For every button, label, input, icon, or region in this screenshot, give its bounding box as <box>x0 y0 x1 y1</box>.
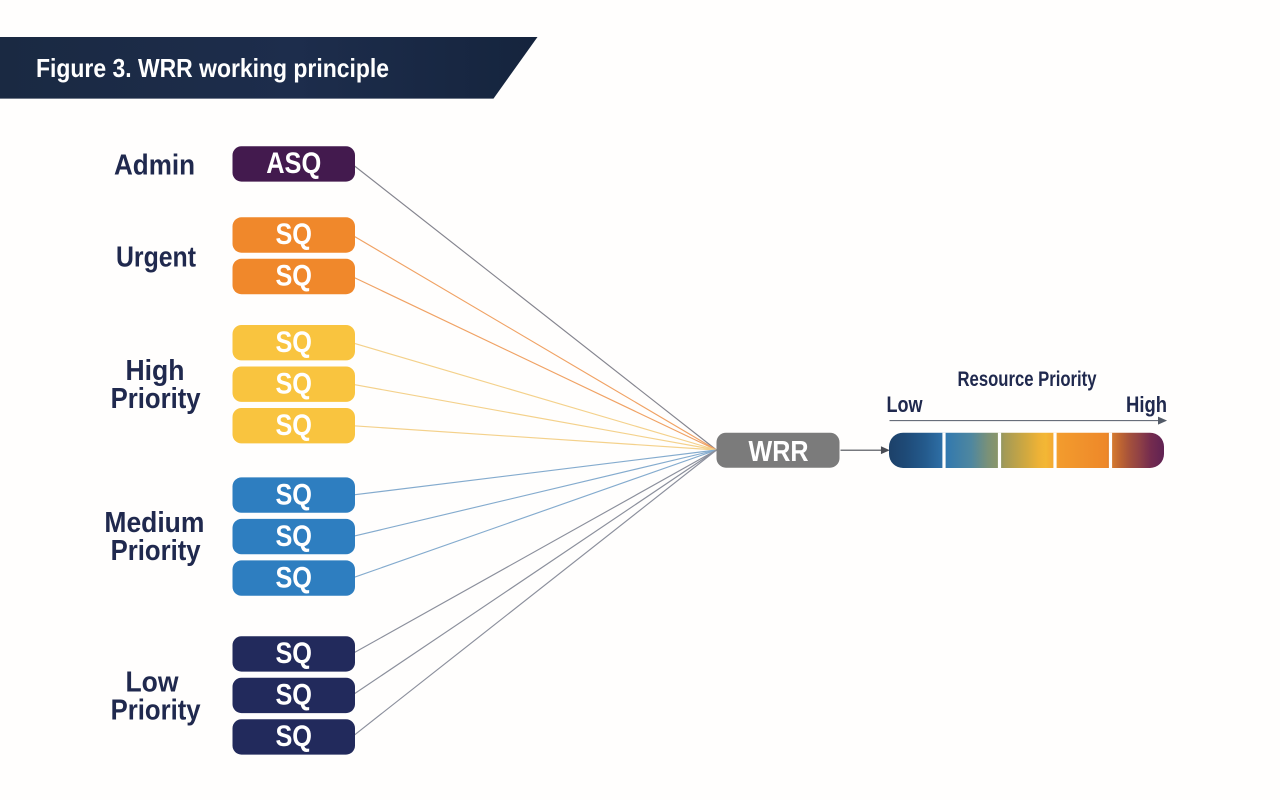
svg-text:SQ: SQ <box>275 679 312 712</box>
svg-text:Admin: Admin <box>114 150 195 182</box>
svg-text:SQ: SQ <box>275 218 312 251</box>
svg-text:SQ: SQ <box>275 520 312 553</box>
svg-text:Medium: Medium <box>104 507 204 539</box>
svg-text:Figure 3. WRR working principl: Figure 3. WRR working principle <box>36 53 389 83</box>
svg-text:Priority: Priority <box>111 695 201 727</box>
svg-text:SQ: SQ <box>275 409 312 442</box>
svg-text:SQ: SQ <box>275 260 312 293</box>
svg-text:WRR: WRR <box>749 436 809 468</box>
svg-text:SQ: SQ <box>275 637 312 670</box>
svg-text:Low: Low <box>887 392 924 417</box>
svg-text:SQ: SQ <box>275 720 312 753</box>
svg-text:Priority: Priority <box>111 535 201 567</box>
svg-text:High: High <box>1126 392 1167 417</box>
svg-text:High: High <box>126 355 185 387</box>
svg-text:SQ: SQ <box>275 367 312 400</box>
svg-text:Low: Low <box>126 667 179 699</box>
svg-text:SQ: SQ <box>275 326 312 359</box>
svg-text:Resource Priority: Resource Priority <box>958 368 1097 391</box>
svg-text:SQ: SQ <box>275 561 312 594</box>
svg-text:ASQ: ASQ <box>266 147 321 180</box>
svg-text:SQ: SQ <box>275 478 312 511</box>
svg-text:Urgent: Urgent <box>116 242 196 274</box>
svg-text:Priority: Priority <box>111 383 201 415</box>
